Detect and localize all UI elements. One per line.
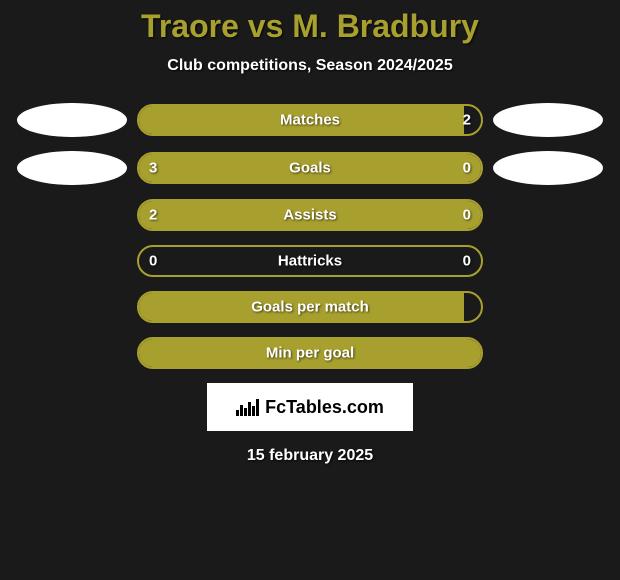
stat-bar: Goals 3 0	[137, 152, 483, 184]
stat-label: Goals	[289, 160, 331, 177]
stat-row: Matches 2	[0, 103, 620, 137]
stat-label: Min per goal	[266, 345, 354, 362]
stat-bar: Matches 2	[137, 104, 483, 136]
stat-value-right: 0	[463, 160, 471, 177]
chart-icon	[236, 398, 259, 416]
stat-label: Goals per match	[251, 299, 369, 316]
stat-value-right: 0	[463, 253, 471, 270]
stat-value-left: 2	[149, 207, 157, 224]
logo-box: FcTables.com	[207, 383, 413, 431]
player-right-ellipse	[493, 103, 603, 137]
logo-text: FcTables.com	[265, 397, 384, 418]
stat-row: Hattricks 0 0	[0, 245, 620, 277]
left-cell	[7, 151, 137, 185]
stats-area: Matches2Goals30Assists20Hattricks00Goals…	[0, 103, 620, 369]
stat-value-right: 0	[463, 207, 471, 224]
subtitle: Club competitions, Season 2024/2025	[0, 57, 620, 75]
stat-row: Assists 2 0	[0, 199, 620, 231]
stat-bar: Hattricks 0 0	[137, 245, 483, 277]
bar-spacer	[464, 293, 481, 321]
right-cell	[483, 103, 613, 137]
stat-row: Goals 3 0	[0, 151, 620, 185]
stat-bar: Assists 2 0	[137, 199, 483, 231]
stat-bar: Min per goal	[137, 337, 483, 369]
stat-value-left: 3	[149, 160, 157, 177]
right-cell	[483, 151, 613, 185]
date-line: 15 february 2025	[0, 447, 620, 465]
left-cell	[7, 103, 137, 137]
stat-value-left: 0	[149, 253, 157, 270]
player-left-ellipse	[17, 103, 127, 137]
stat-label: Hattricks	[278, 253, 342, 270]
stat-label: Assists	[283, 207, 336, 224]
stat-row: Min per goal	[0, 337, 620, 369]
stat-bar: Goals per match	[137, 291, 483, 323]
stat-value-right: 2	[463, 112, 471, 129]
bar-fill-left	[139, 154, 399, 182]
stat-label: Matches	[280, 112, 340, 129]
player-right-ellipse	[493, 151, 603, 185]
comparison-container: Traore vs M. Bradbury Club competitions,…	[0, 0, 620, 465]
page-title: Traore vs M. Bradbury	[0, 8, 620, 45]
player-left-ellipse	[17, 151, 127, 185]
stat-row: Goals per match	[0, 291, 620, 323]
bar-fill-left	[139, 201, 399, 229]
